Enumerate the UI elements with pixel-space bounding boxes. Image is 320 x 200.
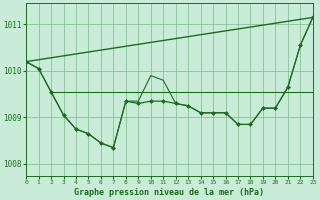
X-axis label: Graphe pression niveau de la mer (hPa): Graphe pression niveau de la mer (hPa) — [75, 188, 264, 197]
